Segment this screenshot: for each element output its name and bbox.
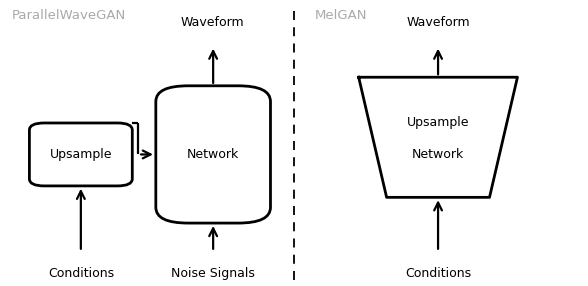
FancyBboxPatch shape bbox=[29, 123, 132, 186]
Text: MelGAN: MelGAN bbox=[315, 9, 367, 21]
Text: Waveform: Waveform bbox=[181, 16, 245, 29]
Text: Upsample: Upsample bbox=[407, 116, 469, 130]
Text: Upsample: Upsample bbox=[49, 148, 112, 161]
Polygon shape bbox=[359, 77, 517, 197]
Text: Network: Network bbox=[412, 148, 464, 161]
Text: Conditions: Conditions bbox=[405, 267, 471, 280]
Text: Noise Signals: Noise Signals bbox=[171, 267, 255, 280]
FancyBboxPatch shape bbox=[156, 86, 270, 223]
Text: ParallelWaveGAN: ParallelWaveGAN bbox=[12, 9, 126, 21]
Text: Network: Network bbox=[187, 148, 239, 161]
Text: Waveform: Waveform bbox=[406, 16, 470, 29]
Text: Conditions: Conditions bbox=[48, 267, 114, 280]
